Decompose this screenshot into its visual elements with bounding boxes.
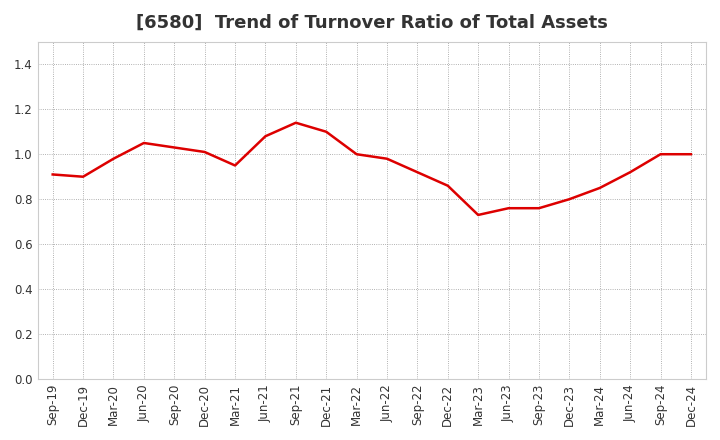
Title: [6580]  Trend of Turnover Ratio of Total Assets: [6580] Trend of Turnover Ratio of Total … [136, 14, 608, 32]
